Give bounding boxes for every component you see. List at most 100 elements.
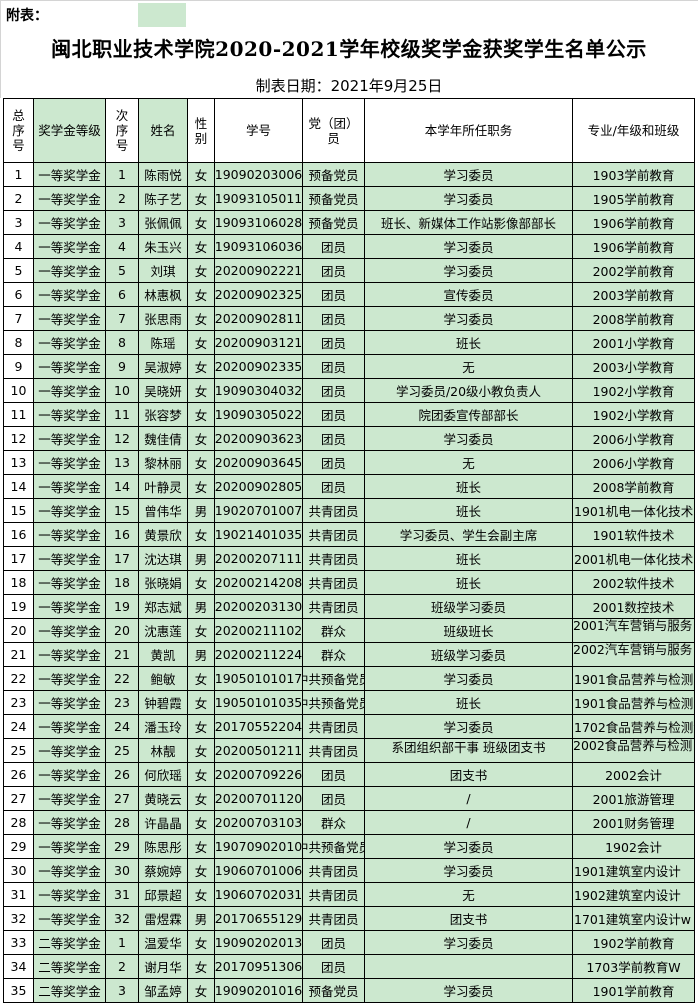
position-cell[interactable]: 学习委员 (364, 234, 573, 259)
sub-no-cell[interactable]: 3 (105, 978, 139, 1003)
gender-cell[interactable]: 女 (187, 762, 215, 787)
sub-no-cell[interactable]: 1 (105, 930, 139, 955)
total-no-cell[interactable]: 28 (3, 810, 34, 835)
selected-cell[interactable] (138, 3, 186, 27)
gender-cell[interactable]: 男 (187, 642, 215, 667)
major-cell[interactable]: 2001汽车营销与服务 (572, 618, 695, 643)
party-cell[interactable]: 团员 (302, 762, 365, 787)
major-cell[interactable]: 2001旅游管理 (572, 786, 695, 811)
student-id-cell[interactable]: 20200709226 (214, 762, 303, 787)
major-cell[interactable]: 1902会计 (572, 834, 695, 859)
major-cell[interactable]: 2001机电一体化技术 (572, 546, 695, 571)
level-cell[interactable]: 一等奖学金 (33, 786, 106, 811)
total-no-cell[interactable]: 29 (3, 834, 34, 859)
sub-no-cell[interactable]: 24 (105, 714, 139, 739)
party-cell[interactable]: 预备党员 (302, 978, 365, 1003)
total-no-cell[interactable]: 21 (3, 642, 34, 667)
sub-no-cell[interactable]: 9 (105, 354, 139, 379)
student-id-cell[interactable]: 20200211224 (214, 642, 303, 667)
gender-cell[interactable]: 女 (187, 810, 215, 835)
position-cell[interactable]: 学习委员 (364, 666, 573, 691)
student-id-cell[interactable]: 19090202013 (214, 930, 303, 955)
student-id-cell[interactable]: 19070902010 (214, 834, 303, 859)
total-no-cell[interactable]: 8 (3, 330, 34, 355)
name-cell[interactable]: 黎林丽 (138, 450, 188, 475)
sub-no-cell[interactable]: 1 (105, 162, 139, 187)
party-cell[interactable]: 团员 (302, 330, 365, 355)
level-cell[interactable]: 一等奖学金 (33, 474, 106, 499)
student-id-cell[interactable]: 20200902805 (214, 474, 303, 499)
sub-no-cell[interactable]: 7 (105, 306, 139, 331)
party-cell[interactable]: 中共预备党员 (302, 690, 365, 715)
party-cell[interactable]: 团员 (302, 930, 365, 955)
major-cell[interactable]: 1902小学教育 (572, 378, 695, 403)
major-cell[interactable]: 1703学前教育W (572, 954, 695, 979)
name-cell[interactable]: 朱玉兴 (138, 234, 188, 259)
gender-cell[interactable]: 男 (187, 498, 215, 523)
student-id-cell[interactable]: 19090305022 (214, 402, 303, 427)
name-cell[interactable]: 许晶晶 (138, 810, 188, 835)
gender-cell[interactable]: 女 (187, 354, 215, 379)
level-cell[interactable]: 一等奖学金 (33, 570, 106, 595)
student-id-cell[interactable]: 20200203130 (214, 594, 303, 619)
name-cell[interactable]: 邱景超 (138, 882, 188, 907)
student-id-cell[interactable]: 19060701006 (214, 858, 303, 883)
gender-cell[interactable]: 女 (187, 474, 215, 499)
total-no-cell[interactable]: 27 (3, 786, 34, 811)
party-cell[interactable]: 中共预备党员 (302, 834, 365, 859)
name-cell[interactable]: 陈雨悦 (138, 162, 188, 187)
position-cell[interactable]: / (364, 810, 573, 835)
position-cell[interactable]: 班长、新媒体工作站影像部部长 (364, 210, 573, 235)
position-cell[interactable]: 宣传委员 (364, 282, 573, 307)
student-id-cell[interactable]: 20200902811 (214, 306, 303, 331)
major-cell[interactable]: 2008学前教育 (572, 306, 695, 331)
gender-cell[interactable]: 男 (187, 906, 215, 931)
col-header-total-no[interactable]: 总序号 (3, 98, 34, 163)
level-cell[interactable]: 一等奖学金 (33, 450, 106, 475)
total-no-cell[interactable]: 22 (3, 666, 34, 691)
col-header-gender[interactable]: 性别 (187, 98, 215, 163)
gender-cell[interactable]: 女 (187, 618, 215, 643)
level-cell[interactable]: 一等奖学金 (33, 378, 106, 403)
total-no-cell[interactable]: 20 (3, 618, 34, 643)
level-cell[interactable]: 一等奖学金 (33, 426, 106, 451)
total-no-cell[interactable]: 35 (3, 978, 34, 1003)
gender-cell[interactable]: 男 (187, 546, 215, 571)
party-cell[interactable]: 共青团员 (302, 498, 365, 523)
student-id-cell[interactable]: 19090304032 (214, 378, 303, 403)
major-cell[interactable]: 1906学前教育 (572, 234, 695, 259)
student-id-cell[interactable]: 20200903623 (214, 426, 303, 451)
gender-cell[interactable]: 女 (187, 834, 215, 859)
level-cell[interactable]: 一等奖学金 (33, 594, 106, 619)
student-id-cell[interactable]: 19050101035 (214, 690, 303, 715)
sub-no-cell[interactable]: 12 (105, 426, 139, 451)
gender-cell[interactable]: 女 (187, 258, 215, 283)
sub-no-cell[interactable]: 2 (105, 954, 139, 979)
col-header-sub-no[interactable]: 次序号 (105, 98, 139, 163)
major-cell[interactable]: 2002汽车营销与服务 (572, 642, 695, 667)
sub-no-cell[interactable]: 28 (105, 810, 139, 835)
sub-no-cell[interactable]: 32 (105, 906, 139, 931)
major-cell[interactable]: 1702食品营养与检测w (572, 714, 695, 739)
level-cell[interactable]: 一等奖学金 (33, 546, 106, 571)
gender-cell[interactable]: 女 (187, 210, 215, 235)
total-no-cell[interactable]: 7 (3, 306, 34, 331)
name-cell[interactable]: 钟碧霞 (138, 690, 188, 715)
total-no-cell[interactable]: 13 (3, 450, 34, 475)
name-cell[interactable]: 温爱华 (138, 930, 188, 955)
position-cell[interactable]: 团支书 (364, 906, 573, 931)
name-cell[interactable]: 张佩佩 (138, 210, 188, 235)
total-no-cell[interactable]: 6 (3, 282, 34, 307)
position-cell[interactable]: 学习委员 (364, 426, 573, 451)
major-cell[interactable]: 2003小学教育 (572, 354, 695, 379)
party-cell[interactable]: 共青团员 (302, 546, 365, 571)
student-id-cell[interactable]: 19020701007 (214, 498, 303, 523)
total-no-cell[interactable]: 4 (3, 234, 34, 259)
name-cell[interactable]: 张思雨 (138, 306, 188, 331)
total-no-cell[interactable]: 31 (3, 882, 34, 907)
gender-cell[interactable]: 女 (187, 666, 215, 691)
major-cell[interactable]: 1901食品营养与检测 (572, 690, 695, 715)
name-cell[interactable]: 谢月华 (138, 954, 188, 979)
name-cell[interactable]: 刘琪 (138, 258, 188, 283)
sub-no-cell[interactable]: 5 (105, 258, 139, 283)
